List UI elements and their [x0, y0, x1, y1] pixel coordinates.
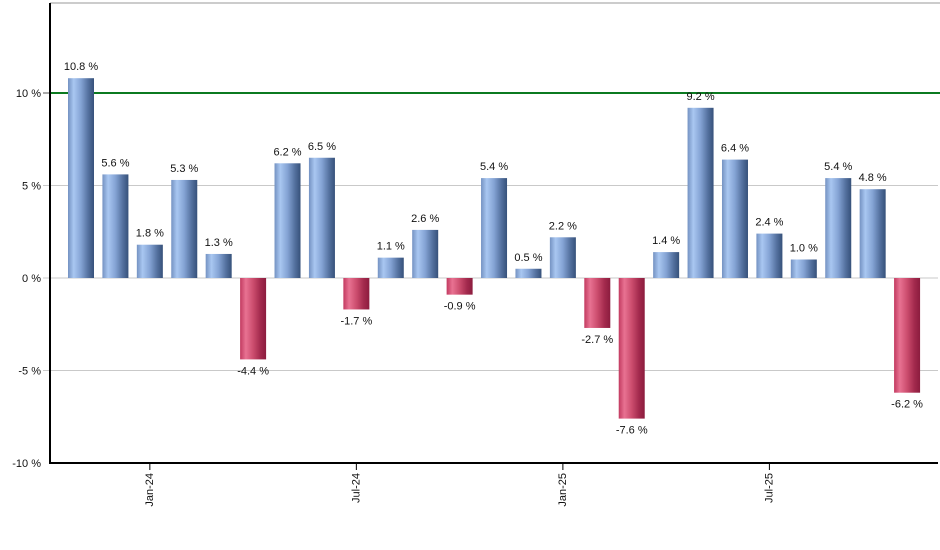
bar [515, 268, 542, 278]
bar-value-label: 4.8 % [859, 172, 887, 184]
bar [377, 257, 404, 278]
bar-value-label: -1.7 % [340, 315, 372, 327]
bar-value-label: 5.3 % [170, 163, 198, 175]
bar-value-label: -2.7 % [581, 334, 613, 346]
bar [653, 252, 680, 278]
bar [894, 278, 921, 393]
bar [859, 189, 886, 278]
y-tick-label: 0 % [22, 273, 41, 285]
bar [790, 259, 817, 278]
bar-value-label: 1.1 % [377, 241, 405, 253]
bar-value-label: 1.0 % [790, 243, 818, 255]
x-tick-label: Jan-24 [144, 473, 156, 507]
bar-value-label: 10.8 % [64, 61, 98, 73]
bar [687, 107, 714, 278]
bar [274, 163, 301, 278]
x-tick-label: Jul-25 [763, 473, 775, 503]
bar-value-label: -0.9 % [444, 301, 476, 313]
y-tick-label: 5 % [22, 181, 41, 193]
bar-value-label: 1.4 % [652, 235, 680, 247]
y-tick-label: -5 % [18, 366, 41, 378]
bar-value-label: 2.4 % [755, 217, 783, 229]
bar [136, 244, 163, 278]
bar-value-label: 6.2 % [273, 146, 301, 158]
y-tick-label: 10 % [16, 88, 41, 100]
bar-value-label: 2.6 % [411, 213, 439, 225]
bar-value-label: 5.4 % [480, 161, 508, 173]
bar [308, 157, 335, 278]
y-tick-label: -10 % [12, 458, 41, 470]
bar-value-label: 0.5 % [514, 252, 542, 264]
bar [481, 178, 508, 278]
bar-value-label: 9.2 % [686, 91, 714, 103]
bar [412, 229, 439, 278]
bar [549, 237, 576, 278]
bar-value-label: 6.4 % [721, 143, 749, 155]
bar [721, 159, 748, 278]
bar-value-label: -7.6 % [616, 425, 648, 437]
x-tick-label: Jul-24 [350, 473, 362, 503]
bar [825, 178, 852, 278]
bar [205, 253, 232, 278]
bar [343, 278, 370, 310]
bar-value-label: 6.5 % [308, 141, 336, 153]
bar-value-label: 2.2 % [549, 220, 577, 232]
x-tick-label: Jan-25 [557, 473, 569, 507]
bar [171, 179, 198, 278]
bar-value-label: 5.4 % [824, 161, 852, 173]
bar-value-label: 5.6 % [101, 157, 129, 169]
bar-value-label: 1.8 % [136, 228, 164, 240]
bar [446, 278, 473, 295]
bar [68, 78, 94, 278]
bar [584, 278, 611, 328]
bar [618, 278, 645, 419]
bar-value-label: 1.3 % [205, 237, 233, 249]
bar [240, 278, 267, 360]
bar-value-label: -4.4 % [237, 365, 269, 377]
bar [102, 174, 129, 278]
bar-value-label: -6.2 % [891, 399, 923, 411]
bar [756, 233, 783, 278]
